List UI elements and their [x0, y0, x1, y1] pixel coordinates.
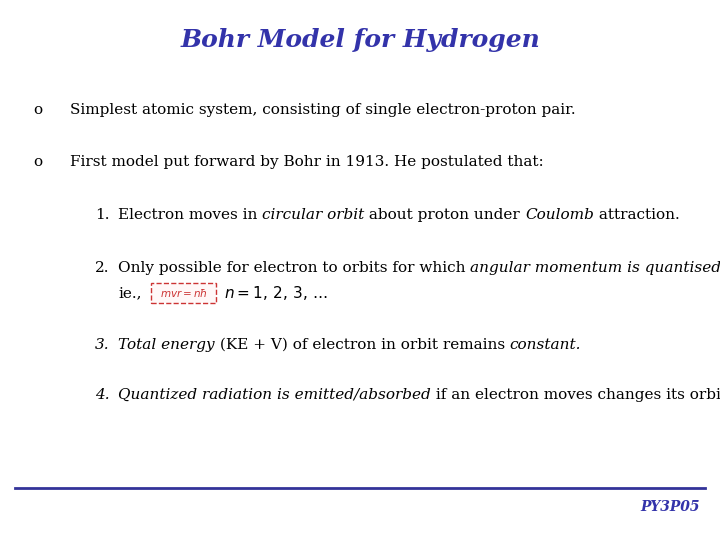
Text: 3.: 3.	[95, 338, 109, 352]
Text: $mvr = n\hbar$: $mvr = n\hbar$	[160, 287, 207, 299]
Text: Bohr Model for Hydrogen: Bohr Model for Hydrogen	[180, 28, 540, 52]
Text: Only possible for electron to orbits for which: Only possible for electron to orbits for…	[118, 261, 470, 275]
Text: Simplest atomic system, consisting of single electron-proton pair.: Simplest atomic system, consisting of si…	[70, 103, 575, 117]
Text: Electron moves in: Electron moves in	[118, 208, 262, 222]
Bar	[151, 283, 216, 303]
Text: 1.: 1.	[95, 208, 109, 222]
Text: circular orbit: circular orbit	[262, 208, 364, 222]
Text: PY3P05: PY3P05	[641, 500, 700, 514]
Text: if an electron moves changes its orbit.: if an electron moves changes its orbit.	[431, 388, 720, 402]
Text: o: o	[33, 103, 42, 117]
Text: o: o	[33, 155, 42, 169]
Text: 4.: 4.	[95, 388, 109, 402]
Text: First model put forward by Bohr in 1913. He postulated that:: First model put forward by Bohr in 1913.…	[70, 155, 544, 169]
Text: constant.: constant.	[510, 338, 581, 352]
Text: $n = 1,\, 2,\, 3,\, \ldots$: $n = 1,\, 2,\, 3,\, \ldots$	[224, 284, 328, 302]
Text: about proton under: about proton under	[364, 208, 525, 222]
Text: Coulomb: Coulomb	[525, 208, 594, 222]
Text: Quantized radiation is emitted/absorbed: Quantized radiation is emitted/absorbed	[118, 388, 431, 402]
Text: (KE + V) of electron in orbit remains: (KE + V) of electron in orbit remains	[215, 338, 510, 352]
Text: Total energy: Total energy	[118, 338, 215, 352]
Text: 2.: 2.	[95, 261, 109, 275]
Text: angular momentum is quantised,: angular momentum is quantised,	[470, 261, 720, 275]
Text: ie.,: ie.,	[118, 286, 142, 300]
Text: attraction.: attraction.	[594, 208, 680, 222]
